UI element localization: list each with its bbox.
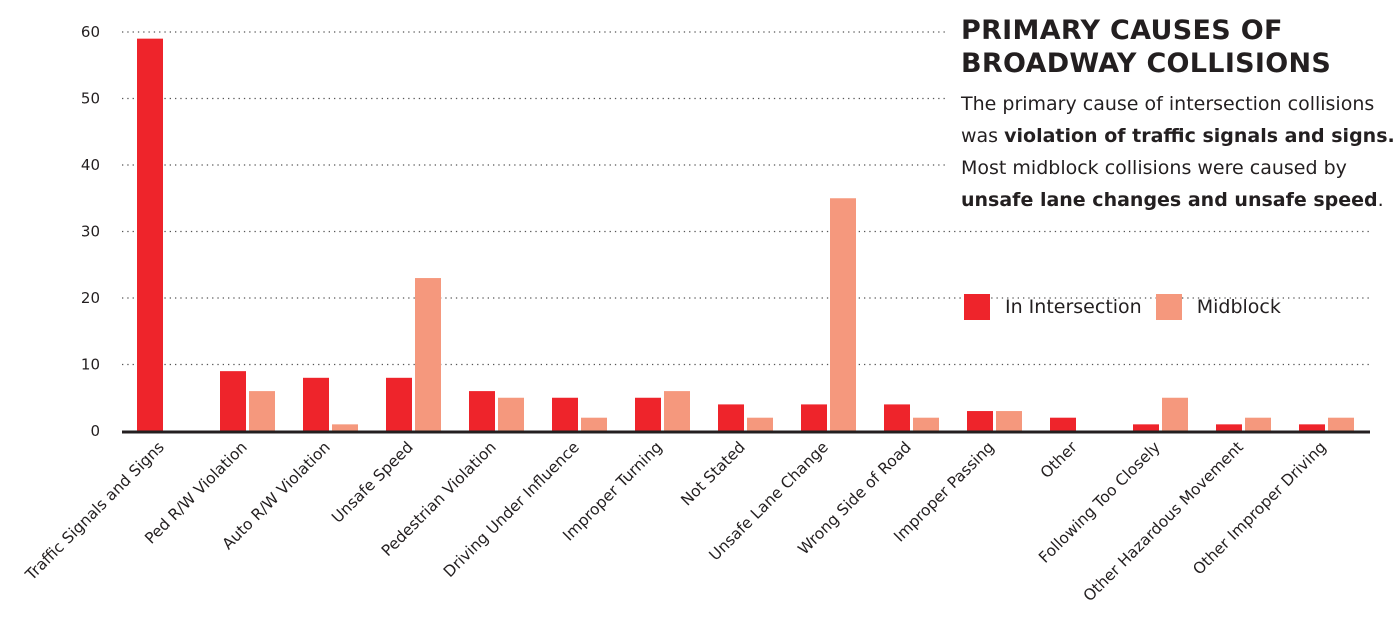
bar-midblock (913, 417, 939, 431)
title-line-2: BROADWAY COLLISIONS (961, 48, 1332, 79)
bar-intersection (552, 397, 578, 431)
bar-midblock (498, 397, 524, 431)
y-tick-label: 60 (81, 23, 100, 41)
y-tick-label: 0 (90, 422, 100, 440)
legend-swatch-midblock (1155, 294, 1182, 320)
bar-intersection (1133, 424, 1159, 431)
bar-intersection (1299, 424, 1325, 431)
desc-text: The primary cause of intersection collis… (961, 93, 1375, 147)
bar-intersection (303, 377, 329, 431)
bar-intersection (1050, 417, 1076, 431)
chart-title: PRIMARY CAUSES OF BROADWAY COLLISIONS (961, 14, 1399, 80)
y-tick-label: 20 (81, 289, 100, 307)
bar-intersection (884, 404, 910, 431)
x-category-label: Other (1037, 438, 1081, 482)
bar-midblock (415, 278, 441, 431)
bar-midblock (332, 424, 358, 431)
chart-description-panel: PRIMARY CAUSES OF BROADWAY COLLISIONS Th… (948, 14, 1399, 216)
bar-midblock (996, 411, 1022, 431)
x-category-label: Unsafe Speed (328, 438, 417, 527)
chart-description: The primary cause of intersection collis… (961, 88, 1399, 216)
bar-intersection (1216, 424, 1242, 431)
desc-bold: unsafe lane changes and unsafe speed (961, 189, 1378, 211)
bar-intersection (220, 371, 246, 431)
legend: In Intersection Midblock (964, 294, 1281, 320)
x-category-label: Traffic Signals and Signs (21, 438, 167, 584)
x-category-label: Other Hazardous Movement (1080, 438, 1247, 605)
legend-swatch-intersection (964, 294, 990, 320)
x-category-label: Driving Under Influence (440, 438, 583, 581)
y-tick-label: 40 (81, 156, 100, 174)
bar-midblock (1328, 417, 1354, 431)
bar-intersection (967, 411, 993, 431)
desc-text: . (1377, 189, 1384, 211)
bar-midblock (1162, 397, 1188, 431)
legend-label-midblock: Midblock (1196, 296, 1281, 318)
x-category-label: Not Stated (677, 438, 748, 509)
bar-midblock (249, 391, 275, 431)
bar-intersection (801, 404, 827, 431)
bar-intersection (137, 38, 163, 432)
bar-midblock (747, 417, 773, 431)
bar-midblock (830, 198, 856, 431)
desc-bold: violation of traffic signals and signs. (1004, 125, 1395, 147)
x-category-label: Other Improper Driving (1190, 438, 1330, 578)
bar-intersection (469, 391, 495, 431)
y-tick-label: 30 (81, 223, 100, 241)
bar-intersection (386, 377, 412, 431)
legend-label-intersection: In Intersection (1005, 296, 1142, 318)
desc-text: Most midblock collisions were caused by (961, 157, 1347, 179)
bar-intersection (718, 404, 744, 431)
bar-midblock (1245, 417, 1271, 431)
y-tick-label: 50 (81, 90, 100, 108)
y-tick-label: 10 (81, 356, 100, 374)
bar-midblock (664, 391, 690, 431)
title-line-1: PRIMARY CAUSES OF (961, 15, 1283, 46)
bar-midblock (581, 417, 607, 431)
bar-intersection (635, 397, 661, 431)
